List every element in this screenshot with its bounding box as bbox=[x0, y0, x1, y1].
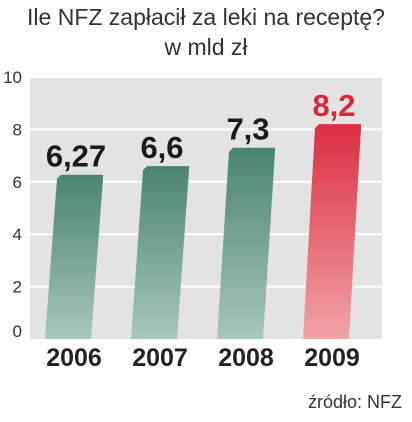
y-axis-ticks: 0 2 4 6 8 10 bbox=[3, 68, 22, 341]
value-label-2007: 6,6 bbox=[140, 130, 183, 165]
y-tick-label: 6 bbox=[13, 173, 22, 192]
category-label-2008: 2008 bbox=[218, 344, 274, 372]
value-labels: 6,27 6,6 7,3 8,2 bbox=[46, 88, 356, 174]
y-tick-label: 4 bbox=[13, 225, 22, 244]
y-tick-label: 8 bbox=[13, 120, 22, 139]
bar-2007 bbox=[131, 166, 189, 339]
category-labels: 2006 2007 2008 2009 bbox=[46, 344, 360, 372]
chart-title: Ile NFZ zapłacił za leki na receptę? bbox=[27, 4, 385, 30]
value-label-2006: 6,27 bbox=[46, 139, 106, 174]
bar-2006 bbox=[45, 174, 103, 339]
category-label-2007: 2007 bbox=[132, 344, 188, 372]
value-label-2008: 7,3 bbox=[226, 112, 269, 147]
bars bbox=[45, 124, 361, 339]
source-note: źródło: NFZ bbox=[308, 392, 402, 412]
category-label-2009: 2009 bbox=[304, 344, 360, 372]
category-label-2006: 2006 bbox=[46, 344, 102, 372]
bar-2009 bbox=[303, 124, 361, 339]
y-tick-label: 10 bbox=[3, 68, 22, 87]
value-label-2009: 8,2 bbox=[312, 88, 355, 123]
y-tick-label: 2 bbox=[13, 278, 22, 297]
bar-2008 bbox=[217, 147, 275, 339]
chart-subtitle: w mld zł bbox=[163, 34, 247, 60]
y-tick-label: 0 bbox=[13, 322, 22, 341]
